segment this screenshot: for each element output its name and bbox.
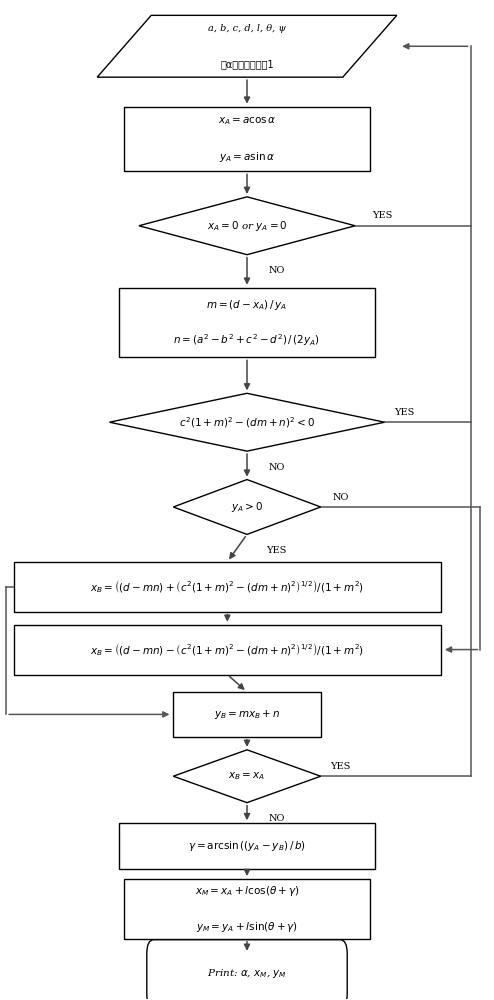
Polygon shape — [97, 15, 397, 77]
Text: NO: NO — [268, 266, 285, 275]
Text: $x_B = \left((d-mn)-\left(c^2(1+m)^2-(dm+n)^2\right)^{1/2}\right)/(1+m^2)$: $x_B = \left((d-mn)-\left(c^2(1+m)^2-(dm… — [90, 641, 365, 658]
Text: $x_M = x_A + l\cos(\theta+\gamma)$: $x_M = x_A + l\cos(\theta+\gamma)$ — [195, 884, 299, 898]
Polygon shape — [173, 480, 321, 534]
Text: YES: YES — [394, 408, 414, 417]
Text: YES: YES — [372, 211, 392, 220]
FancyBboxPatch shape — [147, 940, 347, 1000]
FancyBboxPatch shape — [173, 692, 321, 737]
Text: YES: YES — [330, 762, 351, 771]
Text: NO: NO — [268, 814, 285, 823]
Text: YES: YES — [266, 546, 287, 555]
FancyBboxPatch shape — [119, 823, 375, 869]
Text: NO: NO — [332, 493, 349, 502]
Polygon shape — [139, 197, 355, 255]
Text: $x_B = \left((d-mn)+\left(c^2(1+m)^2-(dm+n)^2\right)^{1/2}\right)/(1+m^2)$: $x_B = \left((d-mn)+\left(c^2(1+m)^2-(dm… — [90, 578, 365, 595]
FancyBboxPatch shape — [14, 562, 441, 612]
Polygon shape — [173, 750, 321, 803]
Text: NO: NO — [268, 463, 285, 472]
Text: $x_A = a\cos\alpha$: $x_A = a\cos\alpha$ — [218, 115, 276, 127]
FancyBboxPatch shape — [124, 107, 370, 171]
Text: $x_B = x_A$: $x_B = x_A$ — [229, 770, 265, 782]
Text: $y_M = y_A + l\sin(\theta+\gamma)$: $y_M = y_A + l\sin(\theta+\gamma)$ — [196, 920, 298, 934]
FancyBboxPatch shape — [124, 879, 370, 939]
Text: a, b, c, d, l, θ, ψ: a, b, c, d, l, θ, ψ — [208, 24, 286, 33]
Text: $y_A > 0$: $y_A > 0$ — [231, 500, 263, 514]
Text: $x_A=0$ or $y_A=0$: $x_A=0$ or $y_A=0$ — [206, 219, 288, 233]
Text: $y_B = mx_B + n$: $y_B = mx_B + n$ — [214, 708, 280, 721]
Text: Print: $\alpha$, $x_M$, $y_M$: Print: $\alpha$, $x_M$, $y_M$ — [207, 967, 287, 980]
Text: 对α循环，步长为1: 对α循环，步长为1 — [220, 59, 274, 69]
FancyBboxPatch shape — [119, 288, 375, 357]
Text: $\gamma = \arcsin\left((y_A - y_B)\,/\,b\right)$: $\gamma = \arcsin\left((y_A - y_B)\,/\,b… — [188, 839, 306, 853]
Text: $c^2(1+m)^2 - (dm+n)^2 < 0$: $c^2(1+m)^2 - (dm+n)^2 < 0$ — [179, 415, 315, 430]
Polygon shape — [110, 393, 384, 451]
Text: $y_A = a\sin\alpha$: $y_A = a\sin\alpha$ — [219, 150, 275, 164]
Text: $m = (d - x_A)\,/\,y_A$: $m = (d - x_A)\,/\,y_A$ — [206, 298, 288, 312]
FancyBboxPatch shape — [14, 625, 441, 675]
Text: $n = (a^2 - b^2 + c^2 - d^2)\,/\,(2y_A)$: $n = (a^2 - b^2 + c^2 - d^2)\,/\,(2y_A)$ — [173, 333, 321, 348]
